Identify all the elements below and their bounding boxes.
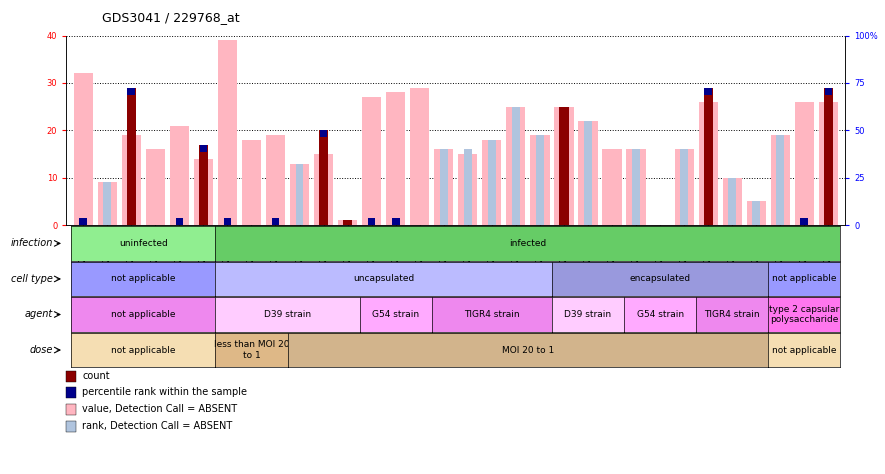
Text: TIGR4 strain: TIGR4 strain — [464, 310, 519, 319]
Bar — [319, 130, 328, 225]
Bar — [824, 88, 833, 225]
Text: G54 strain: G54 strain — [636, 310, 683, 319]
Bar — [579, 121, 597, 225]
Bar — [170, 126, 189, 225]
Text: D39 strain: D39 strain — [565, 310, 612, 319]
Bar — [681, 149, 688, 225]
Bar — [296, 164, 304, 225]
Text: agent: agent — [25, 310, 53, 319]
Bar — [66, 404, 76, 415]
Bar — [819, 102, 838, 225]
Bar — [674, 149, 694, 225]
Bar — [752, 201, 760, 225]
Bar — [386, 92, 405, 225]
Text: GDS3041 / 229768_at: GDS3041 / 229768_at — [102, 11, 240, 24]
Text: not applicable: not applicable — [111, 310, 175, 319]
Text: G54 strain: G54 strain — [372, 310, 419, 319]
Bar — [218, 40, 237, 225]
Bar — [194, 159, 213, 225]
Bar — [554, 107, 573, 225]
Bar — [482, 140, 502, 225]
Bar — [410, 88, 429, 225]
Bar — [584, 121, 592, 225]
Bar — [800, 218, 808, 225]
Bar — [392, 218, 399, 225]
Text: TIGR4 strain: TIGR4 strain — [704, 310, 760, 319]
Bar — [73, 73, 93, 225]
Bar — [338, 220, 358, 225]
Bar — [199, 145, 207, 152]
Bar — [80, 218, 87, 225]
Bar — [632, 149, 640, 225]
Bar — [127, 88, 135, 225]
Bar — [512, 107, 519, 225]
Bar — [464, 149, 472, 225]
Bar — [440, 149, 448, 225]
Text: less than MOI 20
to 1: less than MOI 20 to 1 — [213, 340, 289, 360]
Text: count: count — [82, 371, 110, 381]
Bar — [175, 218, 183, 225]
Bar — [314, 154, 333, 225]
Text: not applicable: not applicable — [772, 346, 836, 355]
Text: uninfected: uninfected — [119, 239, 167, 248]
Bar — [97, 182, 117, 225]
Bar — [704, 88, 712, 225]
Bar — [488, 140, 496, 225]
Text: rank, Detection Call = ABSENT: rank, Detection Call = ABSENT — [82, 420, 233, 430]
Text: infection: infection — [11, 238, 53, 248]
Bar — [728, 178, 736, 225]
Text: not applicable: not applicable — [772, 274, 836, 283]
Bar — [66, 387, 76, 399]
Bar — [536, 135, 543, 225]
Bar — [722, 178, 742, 225]
Text: not applicable: not applicable — [111, 346, 175, 355]
Bar — [266, 135, 285, 225]
Bar — [66, 421, 76, 432]
Text: cell type: cell type — [12, 274, 53, 284]
Bar — [199, 145, 208, 225]
Bar — [224, 218, 231, 225]
Bar — [104, 182, 112, 225]
Text: infected: infected — [509, 239, 547, 248]
Bar — [776, 135, 784, 225]
Bar — [362, 97, 381, 225]
Bar — [127, 88, 135, 95]
Text: MOI 20 to 1: MOI 20 to 1 — [502, 346, 554, 355]
Bar — [603, 149, 621, 225]
Bar — [66, 371, 76, 382]
Bar — [319, 130, 327, 137]
Bar — [343, 220, 352, 225]
Bar — [771, 135, 790, 225]
Bar — [627, 149, 646, 225]
Bar — [242, 140, 261, 225]
Bar — [530, 135, 550, 225]
Bar — [698, 102, 718, 225]
Text: D39 strain: D39 strain — [264, 310, 312, 319]
Bar — [272, 218, 280, 225]
Bar — [795, 102, 814, 225]
Text: dose: dose — [29, 345, 53, 355]
Bar — [825, 88, 832, 95]
Text: not applicable: not applicable — [111, 274, 175, 283]
Bar — [704, 88, 712, 95]
Text: percentile rank within the sample: percentile rank within the sample — [82, 387, 248, 397]
Bar — [290, 164, 309, 225]
Bar — [506, 107, 526, 225]
Text: encapsulated: encapsulated — [629, 274, 690, 283]
Text: type 2 capsular
polysaccharide: type 2 capsular polysaccharide — [769, 305, 840, 324]
Bar — [747, 201, 766, 225]
Text: value, Detection Call = ABSENT: value, Detection Call = ABSENT — [82, 404, 237, 414]
Text: uncapsulated: uncapsulated — [353, 274, 414, 283]
Bar — [458, 154, 477, 225]
Bar — [343, 220, 351, 225]
Bar — [121, 135, 141, 225]
Bar — [559, 107, 568, 225]
Bar — [368, 218, 375, 225]
Bar — [435, 149, 453, 225]
Bar — [146, 149, 165, 225]
